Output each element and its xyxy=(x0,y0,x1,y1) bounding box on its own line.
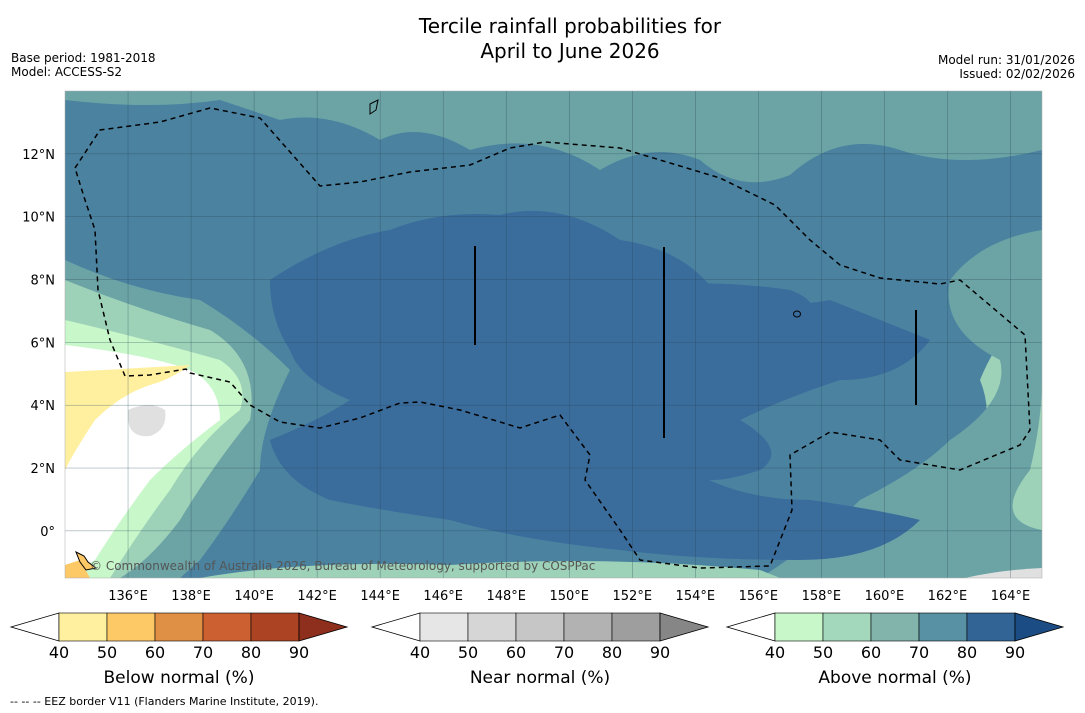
colorbar-low-extend xyxy=(725,612,776,642)
colorbar-segment xyxy=(515,612,565,642)
map-gridlines xyxy=(65,91,1042,578)
colorbar-tick-label: 80 xyxy=(602,643,622,662)
lat-tick-label: 2°N xyxy=(31,462,56,477)
colorbar-tick-label: 40 xyxy=(49,643,69,662)
field-sw-orange xyxy=(65,560,90,578)
colorbar-below: 40 50 60 70 80 90 xyxy=(9,612,349,662)
probability-field xyxy=(65,91,1042,578)
colorbar-tick-label: 60 xyxy=(506,643,526,662)
colorbar-segment xyxy=(774,612,824,642)
colorbar-segment xyxy=(202,612,252,642)
colorbar-segment xyxy=(58,612,108,642)
colorbar-segment xyxy=(870,612,920,642)
colorbar-segment xyxy=(966,612,1016,642)
colorbar-segment xyxy=(563,612,613,642)
colorbar-above-label: Above normal (%) xyxy=(818,668,972,688)
colorbar-low-extend xyxy=(370,612,421,642)
colorbar-tick-label: 50 xyxy=(813,643,833,662)
colorbar-tick-label: 90 xyxy=(289,643,309,662)
lon-tick-label: 148°E xyxy=(486,589,526,604)
colorbar-tick-label: 70 xyxy=(554,643,574,662)
islands xyxy=(75,99,917,571)
lon-tick-label: 144°E xyxy=(360,589,400,604)
colorbar-segment xyxy=(106,612,156,642)
lon-tick-label: 156°E xyxy=(739,589,779,604)
colorbar-above: 40 50 60 70 80 90 xyxy=(725,612,1065,662)
colorbar-tick-label: 40 xyxy=(765,643,785,662)
axis-labels: 136°E 138°E 140°E 142°E 144°E 146°E 148°E 150°E… xyxy=(22,148,1030,604)
field-south-sage xyxy=(200,561,780,578)
field-grey-patch xyxy=(128,405,166,437)
colorbar-near-label: Near normal (%) xyxy=(469,668,611,688)
colorbar-high-extend xyxy=(659,612,710,642)
colorbar-tick-label: 90 xyxy=(650,643,670,662)
colorbar-tick-label: 60 xyxy=(861,643,881,662)
lon-tick-label: 142°E xyxy=(297,589,337,604)
field-north-band xyxy=(65,91,1042,183)
colorbars: 40 50 60 70 80 90 40 50 60 70 80 90 40 50 60 70 80 90 xyxy=(9,612,1065,662)
island-southwest xyxy=(75,550,98,571)
title-line-2: April to June 2026 xyxy=(480,39,660,63)
colorbar-near: 40 50 60 70 80 90 xyxy=(370,612,710,662)
lon-tick-label: 158°E xyxy=(802,589,842,604)
meta-left: Base period: 1981-2018 Model: ACCESS-S2 xyxy=(11,51,156,79)
colorbar-segment xyxy=(467,612,517,642)
meta-right: Model run: 31/01/2026 Issued: 02/02/2026 xyxy=(938,53,1075,81)
issued-label: Issued: 02/02/2026 xyxy=(959,67,1075,81)
lat-tick-label: 6°N xyxy=(31,336,56,351)
map-frame xyxy=(64,90,1043,579)
lat-tick-label: 8°N xyxy=(31,274,56,289)
lon-tick-label: 160°E xyxy=(865,589,905,604)
colorbar-tick-label: 60 xyxy=(145,643,165,662)
field-se-grey xyxy=(965,568,1042,578)
lon-tick-label: 150°E xyxy=(549,589,589,604)
lon-tick-label: 138°E xyxy=(171,589,211,604)
lon-tick-label: 136°E xyxy=(108,589,148,604)
colorbar-tick-label: 50 xyxy=(97,643,117,662)
lon-tick-label: 146°E xyxy=(423,589,463,604)
field-west-yellow xyxy=(65,365,190,470)
island-east-atoll xyxy=(793,310,801,318)
model-label: Model: ACCESS-S2 xyxy=(11,65,123,79)
lon-tick-label: 152°E xyxy=(613,589,653,604)
copyright-text: © Commonwealth of Australia 2026, Bureau… xyxy=(90,559,595,573)
title-line-1: Tercile rainfall probabilities for xyxy=(418,14,722,38)
colorbar-segment xyxy=(822,612,872,642)
lat-tick-label: 10°N xyxy=(22,211,55,226)
colorbar-segment xyxy=(154,612,204,642)
footer-note: -- -- -- EEZ border V11 (Flanders Marine… xyxy=(10,695,319,708)
colorbar-tick-label: 80 xyxy=(957,643,977,662)
colorbar-low-extend xyxy=(9,612,60,642)
field-core-dark xyxy=(270,210,930,560)
colorbar-segment xyxy=(419,612,469,642)
lat-tick-label: 4°N xyxy=(31,399,56,414)
colorbar-segment xyxy=(250,612,300,642)
base-period-label: Base period: 1981-2018 xyxy=(11,51,156,65)
colorbar-high-extend xyxy=(298,612,349,642)
colorbar-segment xyxy=(611,612,661,642)
model-run-label: Model run: 31/01/2026 xyxy=(937,53,1075,67)
colorbar-below-label: Below normal (%) xyxy=(103,668,255,688)
lon-tick-label: 162°E xyxy=(928,589,968,604)
colorbar-tick-label: 50 xyxy=(458,643,478,662)
colorbar-segment xyxy=(918,612,968,642)
eez-border xyxy=(74,107,1031,569)
lon-tick-label: 140°E xyxy=(234,589,274,604)
field-core-east xyxy=(660,283,813,335)
chart-title: Tercile rainfall probabilities for April… xyxy=(0,14,1085,64)
colorbar-tick-label: 70 xyxy=(909,643,929,662)
lat-tick-label: 12°N xyxy=(22,148,55,163)
island-north xyxy=(369,99,379,115)
colorbar-high-extend xyxy=(1014,612,1065,642)
lon-tick-label: 154°E xyxy=(676,589,716,604)
colorbar-tick-label: 40 xyxy=(410,643,430,662)
colorbar-tick-label: 70 xyxy=(193,643,213,662)
field-se-mid xyxy=(760,230,1042,578)
lat-tick-label: 0° xyxy=(40,525,55,540)
lon-tick-label: 164°E xyxy=(991,589,1031,604)
colorbar-tick-label: 90 xyxy=(1005,643,1025,662)
colorbar-tick-label: 80 xyxy=(241,643,261,662)
